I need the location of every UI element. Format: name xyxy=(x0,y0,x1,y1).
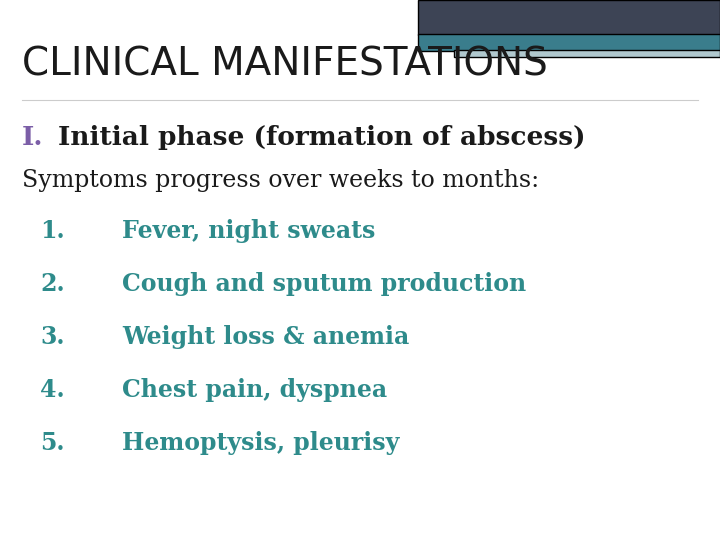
Text: Cough and sputum production: Cough and sputum production xyxy=(122,272,526,296)
Text: Weight loss & anemia: Weight loss & anemia xyxy=(122,325,410,349)
Text: Symptoms progress over weeks to months:: Symptoms progress over weeks to months: xyxy=(22,170,539,192)
Text: CLINICAL MANIFESTATIONS: CLINICAL MANIFESTATIONS xyxy=(22,46,547,84)
Text: Initial phase (formation of abscess): Initial phase (formation of abscess) xyxy=(58,125,585,150)
Text: 2.: 2. xyxy=(40,272,65,296)
FancyBboxPatch shape xyxy=(454,50,720,57)
Text: 5.: 5. xyxy=(40,431,65,455)
Text: 3.: 3. xyxy=(40,325,65,349)
Text: 4.: 4. xyxy=(40,378,65,402)
Text: Fever, night sweats: Fever, night sweats xyxy=(122,219,376,243)
Text: Chest pain, dyspnea: Chest pain, dyspnea xyxy=(122,378,387,402)
FancyBboxPatch shape xyxy=(418,34,720,51)
Text: Hemoptysis, pleurisy: Hemoptysis, pleurisy xyxy=(122,431,400,455)
Text: I.: I. xyxy=(22,125,43,150)
Text: 1.: 1. xyxy=(40,219,65,243)
FancyBboxPatch shape xyxy=(418,0,720,35)
